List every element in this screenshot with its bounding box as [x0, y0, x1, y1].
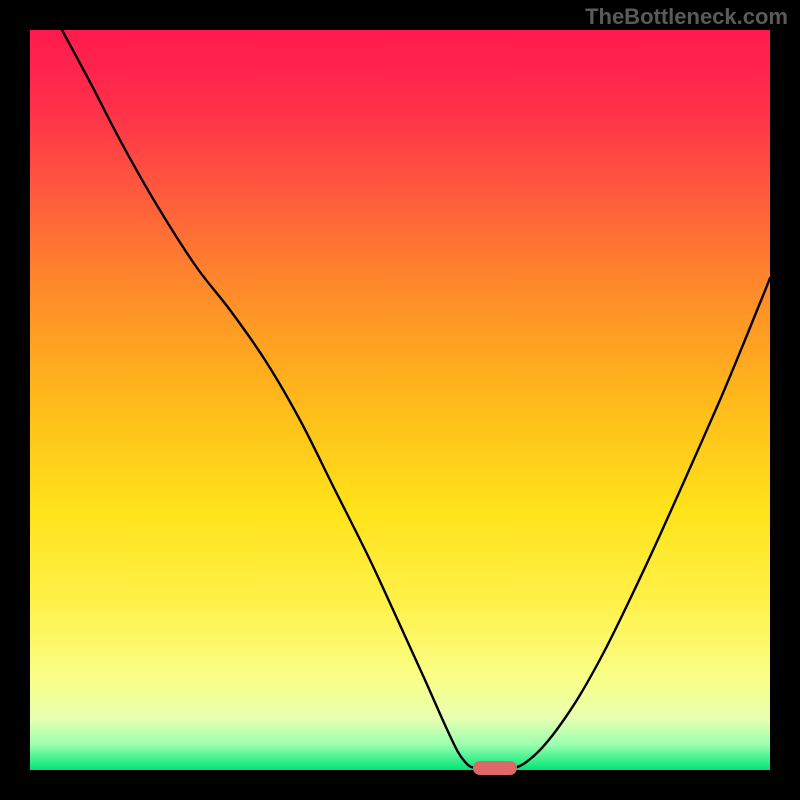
optimum-marker	[473, 761, 517, 775]
chart-stage: TheBottleneck.com	[0, 0, 800, 800]
watermark-text: TheBottleneck.com	[585, 4, 788, 30]
chart-plot-area	[30, 30, 770, 770]
